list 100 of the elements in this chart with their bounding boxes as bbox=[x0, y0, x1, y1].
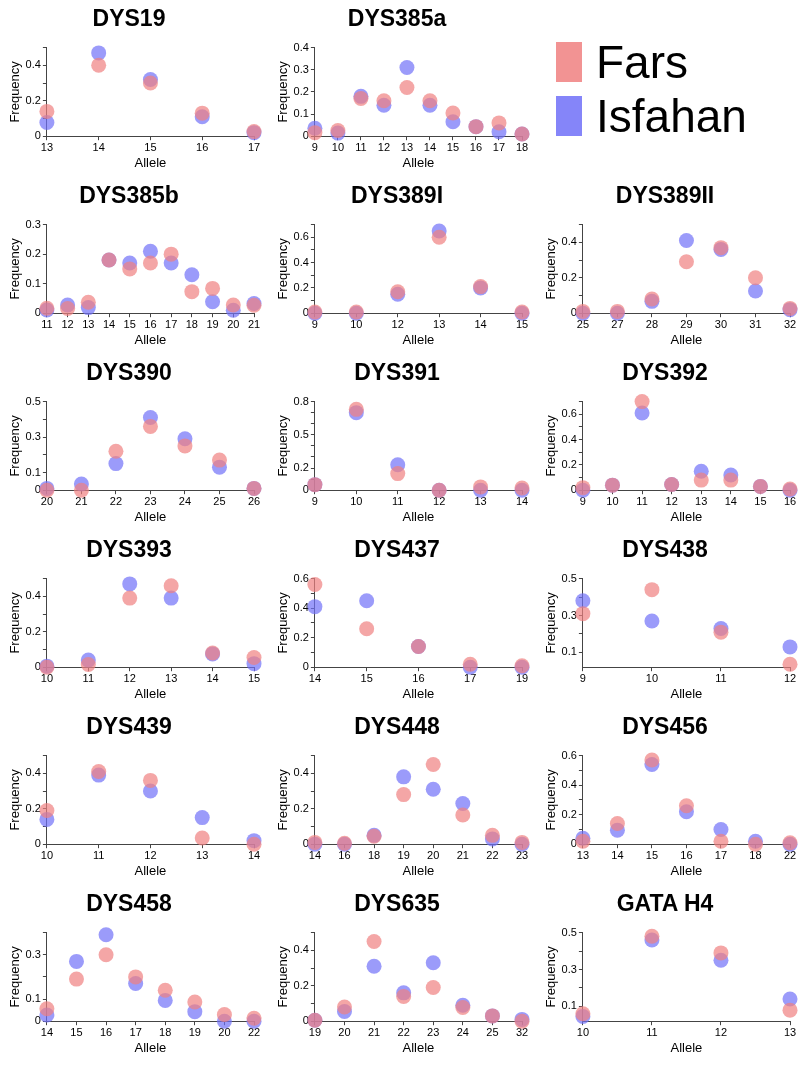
y-tick-label: 0.2 bbox=[25, 801, 41, 814]
x-tick-label: 13 bbox=[433, 317, 446, 330]
x-axis-title: Allele bbox=[670, 862, 703, 878]
x-axis-title: Allele bbox=[670, 508, 703, 524]
x-tick-label: 10 bbox=[331, 140, 345, 153]
y-tick-label: 0 bbox=[34, 1014, 41, 1027]
y-tick-label: 0.2 bbox=[25, 247, 41, 260]
y-axis-title: Frequency bbox=[543, 768, 559, 831]
x-tick-label: 13 bbox=[474, 494, 487, 507]
x-tick-label: 9 bbox=[311, 140, 318, 153]
x-tick-label: 23 bbox=[427, 1025, 440, 1038]
x-tick-label: 13 bbox=[82, 317, 95, 330]
x-tick-label: 14 bbox=[308, 848, 322, 861]
y-tick-label: 0.4 bbox=[561, 432, 577, 445]
y-tick-label: 0.5 bbox=[561, 571, 577, 584]
chart-title: DYS390 bbox=[86, 359, 172, 386]
x-tick-label: 23 bbox=[515, 848, 529, 861]
y-tick-label: 0 bbox=[570, 306, 577, 319]
x-tick-label: 15 bbox=[446, 140, 460, 153]
y-axis-title: Frequency bbox=[7, 945, 23, 1008]
x-tick-label: 26 bbox=[247, 494, 261, 507]
x-tick-label: 14 bbox=[611, 848, 624, 861]
x-tick-label: 16 bbox=[144, 317, 157, 330]
y-axis-title: Frequency bbox=[7, 768, 23, 831]
x-tick-label: 15 bbox=[123, 317, 136, 330]
x-axis-title: Allele bbox=[134, 508, 167, 524]
x-axis-title: Allele bbox=[134, 154, 167, 170]
x-tick-label: 14 bbox=[247, 848, 261, 861]
x-tick-label: 10 bbox=[40, 671, 54, 684]
x-tick-label: 12 bbox=[783, 671, 797, 684]
y-axis-title: Frequency bbox=[7, 237, 23, 300]
y-tick-label: 0.5 bbox=[293, 427, 309, 440]
y-tick-label: 0 bbox=[302, 660, 309, 673]
x-tick-label: 10 bbox=[350, 317, 363, 330]
x-tick-label: 14 bbox=[474, 317, 487, 330]
y-tick-label: 0.1 bbox=[25, 992, 41, 1005]
y-tick-label: 0.3 bbox=[25, 430, 41, 443]
x-tick-label: 11 bbox=[82, 671, 95, 684]
x-tick-label: 11 bbox=[41, 317, 53, 330]
chart-title: DYS438 bbox=[622, 536, 709, 563]
x-tick-label: 20 bbox=[227, 317, 240, 330]
x-tick-label: 15 bbox=[70, 1025, 83, 1038]
x-axis-title: Allele bbox=[670, 331, 703, 347]
y-tick-label: 0.4 bbox=[561, 235, 577, 248]
x-tick-label: 29 bbox=[680, 317, 693, 330]
x-tick-label: 20 bbox=[40, 494, 54, 507]
x-tick-label: 12 bbox=[377, 140, 391, 153]
y-tick-label: 0.4 bbox=[293, 255, 309, 268]
y-tick-label: 0.2 bbox=[561, 457, 577, 470]
y-tick-label: 0.2 bbox=[561, 807, 577, 820]
x-tick-label: 15 bbox=[360, 671, 373, 684]
x-tick-label: 15 bbox=[247, 671, 261, 684]
x-tick-label: 11 bbox=[92, 848, 105, 861]
x-tick-label: 14 bbox=[40, 1025, 54, 1038]
x-tick-label: 25 bbox=[576, 317, 590, 330]
y-tick-label: 0.2 bbox=[293, 801, 309, 814]
x-tick-label: 10 bbox=[576, 1025, 590, 1038]
x-tick-label: 16 bbox=[196, 140, 209, 153]
x-tick-label: 14 bbox=[423, 140, 437, 153]
x-tick-label: 13 bbox=[400, 140, 414, 153]
chart-title: DYS635 bbox=[354, 890, 441, 917]
x-tick-label: 21 bbox=[75, 494, 88, 507]
y-tick-label: 0 bbox=[302, 483, 309, 496]
x-tick-label: 19 bbox=[188, 1025, 201, 1038]
x-tick-label: 20 bbox=[427, 848, 440, 861]
chart-title: DYS385b bbox=[79, 182, 179, 209]
x-tick-label: 17 bbox=[165, 317, 178, 330]
x-tick-label: 32 bbox=[515, 1025, 529, 1038]
x-tick-label: 10 bbox=[350, 494, 363, 507]
x-tick-label: 9 bbox=[311, 317, 318, 330]
chart-title: DYS19 bbox=[92, 5, 166, 32]
x-tick-label: 15 bbox=[515, 317, 529, 330]
x-tick-label: 17 bbox=[492, 140, 506, 153]
x-axis-title: Allele bbox=[670, 685, 703, 701]
y-tick-label: 0.1 bbox=[293, 107, 309, 120]
y-axis-title: Frequency bbox=[543, 945, 559, 1008]
chart-title: DYS458 bbox=[86, 890, 173, 917]
x-tick-label: 24 bbox=[456, 1025, 469, 1038]
y-tick-label: 0 bbox=[34, 306, 41, 319]
x-tick-label: 27 bbox=[611, 317, 624, 330]
x-tick-label: 32 bbox=[783, 317, 797, 330]
chart-title: DYS389II bbox=[615, 182, 715, 209]
x-tick-label: 14 bbox=[206, 671, 219, 684]
y-tick-label: 0 bbox=[34, 129, 41, 142]
x-tick-label: 23 bbox=[144, 494, 157, 507]
x-tick-label: 28 bbox=[645, 317, 659, 330]
x-tick-label: 14 bbox=[515, 494, 529, 507]
x-tick-label: 22 bbox=[397, 1025, 410, 1038]
y-tick-label: 0.2 bbox=[25, 624, 41, 637]
chart-title: DYS456 bbox=[622, 713, 708, 740]
y-tick-label: 0 bbox=[570, 837, 577, 850]
y-tick-label: 0.1 bbox=[25, 276, 41, 289]
x-tick-label: 13 bbox=[196, 848, 209, 861]
x-tick-label: 15 bbox=[645, 848, 659, 861]
x-tick-label: 14 bbox=[308, 671, 322, 684]
y-tick-label: 0.1 bbox=[561, 645, 577, 658]
x-tick-label: 12 bbox=[714, 1025, 728, 1038]
y-tick-label: 0 bbox=[302, 129, 309, 142]
x-axis-title: Allele bbox=[402, 331, 435, 347]
x-tick-label: 18 bbox=[515, 140, 529, 153]
